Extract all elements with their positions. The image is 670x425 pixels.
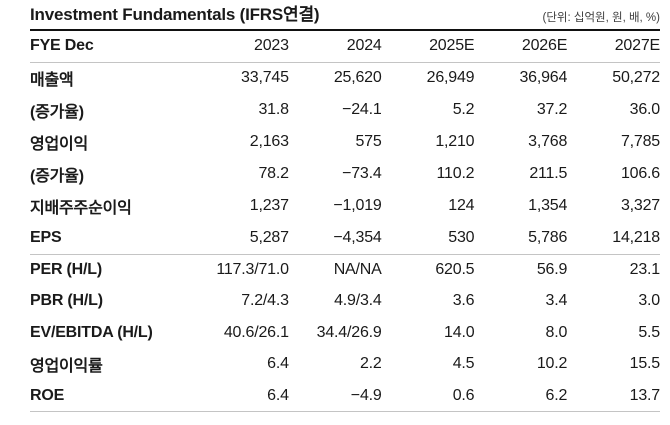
cell-value: 3,327 <box>620 197 660 214</box>
header-row: FYE Dec 2023 2024 2025E 2026E 2027E <box>30 31 660 63</box>
cell-value: 10.2 <box>536 355 568 373</box>
table-row: PBR (H/L) 7.2/4.3 4.9/3.4 3.6 3.4 3.0 <box>30 286 660 318</box>
cell-value: 50,272 <box>612 69 660 87</box>
cell-value: 211.5 <box>529 165 568 182</box>
table-row: (증가율) 31.8 −24.1 5.2 37.2 36.0 <box>30 94 660 126</box>
cell-value: 23.1 <box>567 253 660 286</box>
cell-value: 3.6 <box>452 292 475 310</box>
cell-value: 7.2/4.3 <box>241 292 289 310</box>
row-label: 매출액 <box>30 72 74 90</box>
row-label: (증가율) <box>30 104 84 121</box>
row-label: PBR (H/L) <box>30 292 103 310</box>
cell-value: 36.0 <box>629 101 661 118</box>
cell-value: 14,218 <box>612 228 660 246</box>
cell-value: 37.2 <box>536 101 568 118</box>
cell-value: 110.2 <box>436 165 475 182</box>
cell-value: −1,019 <box>333 197 382 214</box>
header-year: 2026E <box>474 31 567 63</box>
cell-value: 34.4/26.9 <box>316 323 382 341</box>
cell-value: 530 <box>448 228 475 246</box>
cell-value: −4,354 <box>333 228 382 246</box>
cell-value: 2.2 <box>359 355 382 373</box>
table-row: ROE 6.4 −4.9 0.6 6.2 13.7 <box>30 380 660 412</box>
cell-value: 4.9/3.4 <box>334 292 382 310</box>
cell-value: 33,745 <box>241 69 289 87</box>
cell-value: 26,949 <box>426 69 475 87</box>
table-row: 매출액 33,745 25,620 26,949 36,964 50,272 <box>30 62 660 94</box>
row-label: PER (H/L) <box>30 253 196 286</box>
cell-value: 15.5 <box>629 355 661 373</box>
cell-value: 13.7 <box>567 380 660 412</box>
header-year: 2027E <box>567 31 660 63</box>
header-year: 2025E <box>381 31 475 63</box>
table-section-valuation: PER (H/L) 117.3/71.0 NA/NA 620.5 56.9 23.1 PBR… <box>30 253 660 412</box>
cell-value: 5,287 <box>249 228 289 246</box>
table-row: 영업이익 2,163 575 1,210 3,768 7,785 <box>30 126 660 158</box>
row-label: EPS <box>30 228 62 246</box>
cell-value: 575 <box>355 133 382 150</box>
table-row: 지배주주순이익 1,237 −1,019 124 1,354 3,327 <box>30 190 660 222</box>
cell-value: 78.2 <box>258 165 289 182</box>
table-section-earnings: 매출액 33,745 25,620 26,949 36,964 50,272 (증가율) 31… <box>30 62 660 254</box>
row-label: 영업이익 <box>30 136 89 153</box>
row-label: (증가율) <box>30 168 84 185</box>
header-year: 2023 <box>196 31 289 63</box>
cell-value: 31.8 <box>258 101 289 118</box>
cell-value: 1,237 <box>249 197 289 214</box>
table-title-bar: Investment Fundamentals (IFRS연결) (단위: 십억… <box>30 5 660 31</box>
row-label: 영업이익률 <box>30 358 103 376</box>
cell-value: 56.9 <box>474 253 567 286</box>
header-year: 2024 <box>288 31 382 63</box>
cell-value: 4.5 <box>452 355 475 373</box>
cell-value: 620.5 <box>381 253 475 286</box>
cell-value: 5,786 <box>528 228 568 246</box>
cell-value: 40.6/26.1 <box>223 323 289 341</box>
cell-value: 5.5 <box>638 323 660 341</box>
cell-value: 6.4 <box>267 355 289 373</box>
cell-value: 1,210 <box>435 133 475 150</box>
cell-value: −4.9 <box>288 380 382 412</box>
cell-value: −24.1 <box>342 101 382 118</box>
cell-value: 36,964 <box>519 69 568 87</box>
cell-value: 106.6 <box>620 165 660 182</box>
cell-value: 8.0 <box>545 323 568 341</box>
table-row: (증가율) 78.2 −73.4 110.2 211.5 106.6 <box>30 158 660 190</box>
table-row: EV/EBITDA (H/L) 40.6/26.1 34.4/26.9 14.0 8.0… <box>30 317 660 349</box>
unit-note: (단위: 십억원, 원, 배, %) <box>542 12 660 24</box>
cell-value: 3.4 <box>545 292 568 310</box>
cell-value: 6.4 <box>196 380 289 412</box>
cell-value: 124 <box>448 197 475 214</box>
fundamentals-table: FYE Dec 2023 2024 2025E 2026E 2027E 매출액 33,745… <box>30 31 660 412</box>
header-label: FYE Dec <box>30 31 196 63</box>
cell-value: 6.2 <box>474 380 567 412</box>
cell-value: 3,768 <box>528 133 568 150</box>
cell-value: 7,785 <box>620 133 660 150</box>
cell-value: 117.3/71.0 <box>196 253 289 286</box>
cell-value: 25,620 <box>333 69 382 87</box>
cell-value: 14.0 <box>444 323 475 341</box>
table-row: 영업이익률 6.4 2.2 4.5 10.2 15.5 <box>30 349 660 381</box>
row-label: ROE <box>30 380 196 412</box>
cell-value: −73.4 <box>342 165 382 182</box>
table-head: FYE Dec 2023 2024 2025E 2026E 2027E <box>30 31 660 63</box>
cell-value: 1,354 <box>528 197 568 214</box>
table-row: EPS 5,287 −4,354 530 5,786 14,218 <box>30 222 660 254</box>
cell-value: 3.0 <box>638 292 660 310</box>
row-label: EV/EBITDA (H/L) <box>30 323 153 341</box>
table-row: PER (H/L) 117.3/71.0 NA/NA 620.5 56.9 23.1 <box>30 253 660 286</box>
report-page: Investment Fundamentals (IFRS연결) (단위: 십억… <box>30 5 660 412</box>
cell-value: NA/NA <box>288 253 382 286</box>
cell-value: 0.6 <box>381 380 475 412</box>
cell-value: 2,163 <box>249 133 289 150</box>
table-title: Investment Fundamentals (IFRS연결) <box>30 5 320 24</box>
row-label: 지배주주순이익 <box>30 200 132 217</box>
cell-value: 5.2 <box>452 101 475 118</box>
